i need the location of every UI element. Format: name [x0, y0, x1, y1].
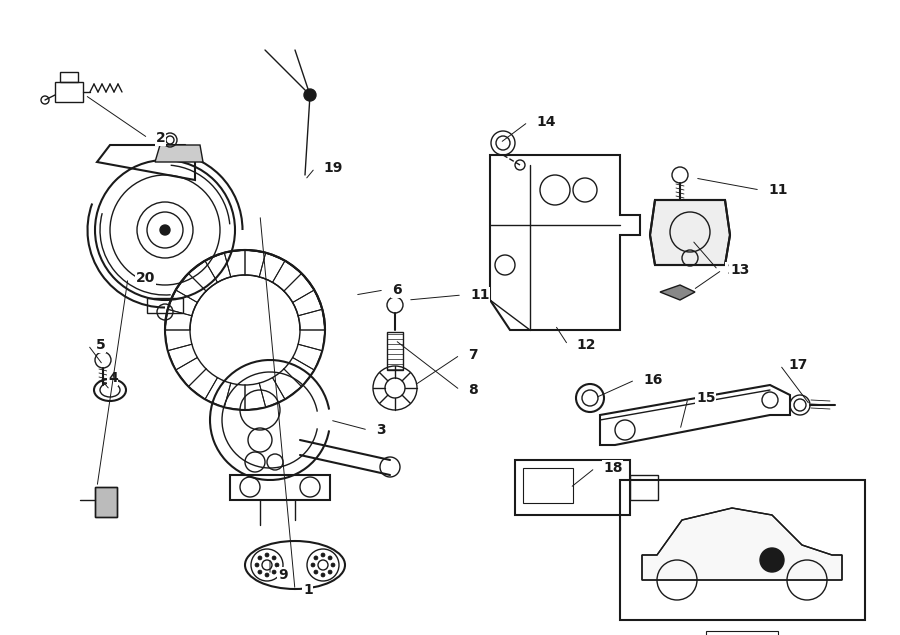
Text: 6: 6	[392, 283, 401, 297]
Circle shape	[321, 573, 325, 577]
Circle shape	[314, 570, 318, 574]
Circle shape	[275, 563, 279, 567]
Polygon shape	[660, 285, 695, 300]
Circle shape	[265, 553, 269, 557]
Text: 16: 16	[643, 373, 662, 387]
Text: 5: 5	[96, 338, 106, 352]
Circle shape	[265, 573, 269, 577]
Text: 8: 8	[468, 383, 478, 397]
Text: 3: 3	[376, 423, 385, 437]
Text: 9: 9	[278, 568, 288, 582]
Bar	[95, 487, 117, 517]
Bar	[55, 82, 83, 102]
Polygon shape	[650, 200, 730, 265]
Polygon shape	[155, 145, 203, 162]
Text: 13: 13	[730, 263, 750, 277]
Bar	[523, 468, 573, 503]
Circle shape	[314, 556, 318, 560]
Circle shape	[272, 570, 276, 574]
Circle shape	[304, 89, 316, 101]
Bar	[60, 72, 78, 82]
Circle shape	[331, 563, 335, 567]
Text: 19: 19	[323, 161, 342, 175]
Bar	[515, 460, 630, 515]
Circle shape	[255, 563, 259, 567]
Circle shape	[321, 553, 325, 557]
Text: 10: 10	[726, 263, 745, 277]
Circle shape	[760, 548, 784, 572]
Polygon shape	[642, 508, 842, 580]
Text: 18: 18	[603, 461, 623, 475]
Text: 1: 1	[303, 583, 313, 597]
Text: 17: 17	[788, 358, 807, 372]
Text: 11: 11	[470, 288, 490, 302]
Circle shape	[328, 556, 332, 560]
Circle shape	[160, 225, 170, 235]
Text: 15: 15	[696, 391, 716, 405]
Text: 4: 4	[108, 371, 118, 385]
Text: 11: 11	[768, 183, 788, 197]
Bar	[630, 475, 658, 500]
Text: 2: 2	[156, 131, 166, 145]
Bar	[95, 487, 117, 517]
Text: 20: 20	[136, 271, 156, 285]
Circle shape	[258, 570, 262, 574]
Text: 14: 14	[536, 115, 555, 129]
Bar	[387, 332, 403, 370]
Text: 7: 7	[468, 348, 478, 362]
Circle shape	[258, 556, 262, 560]
Text: 12: 12	[576, 338, 596, 352]
Circle shape	[272, 556, 276, 560]
Bar	[147, 298, 183, 313]
Bar	[620, 480, 865, 620]
Circle shape	[311, 563, 315, 567]
Circle shape	[328, 570, 332, 574]
